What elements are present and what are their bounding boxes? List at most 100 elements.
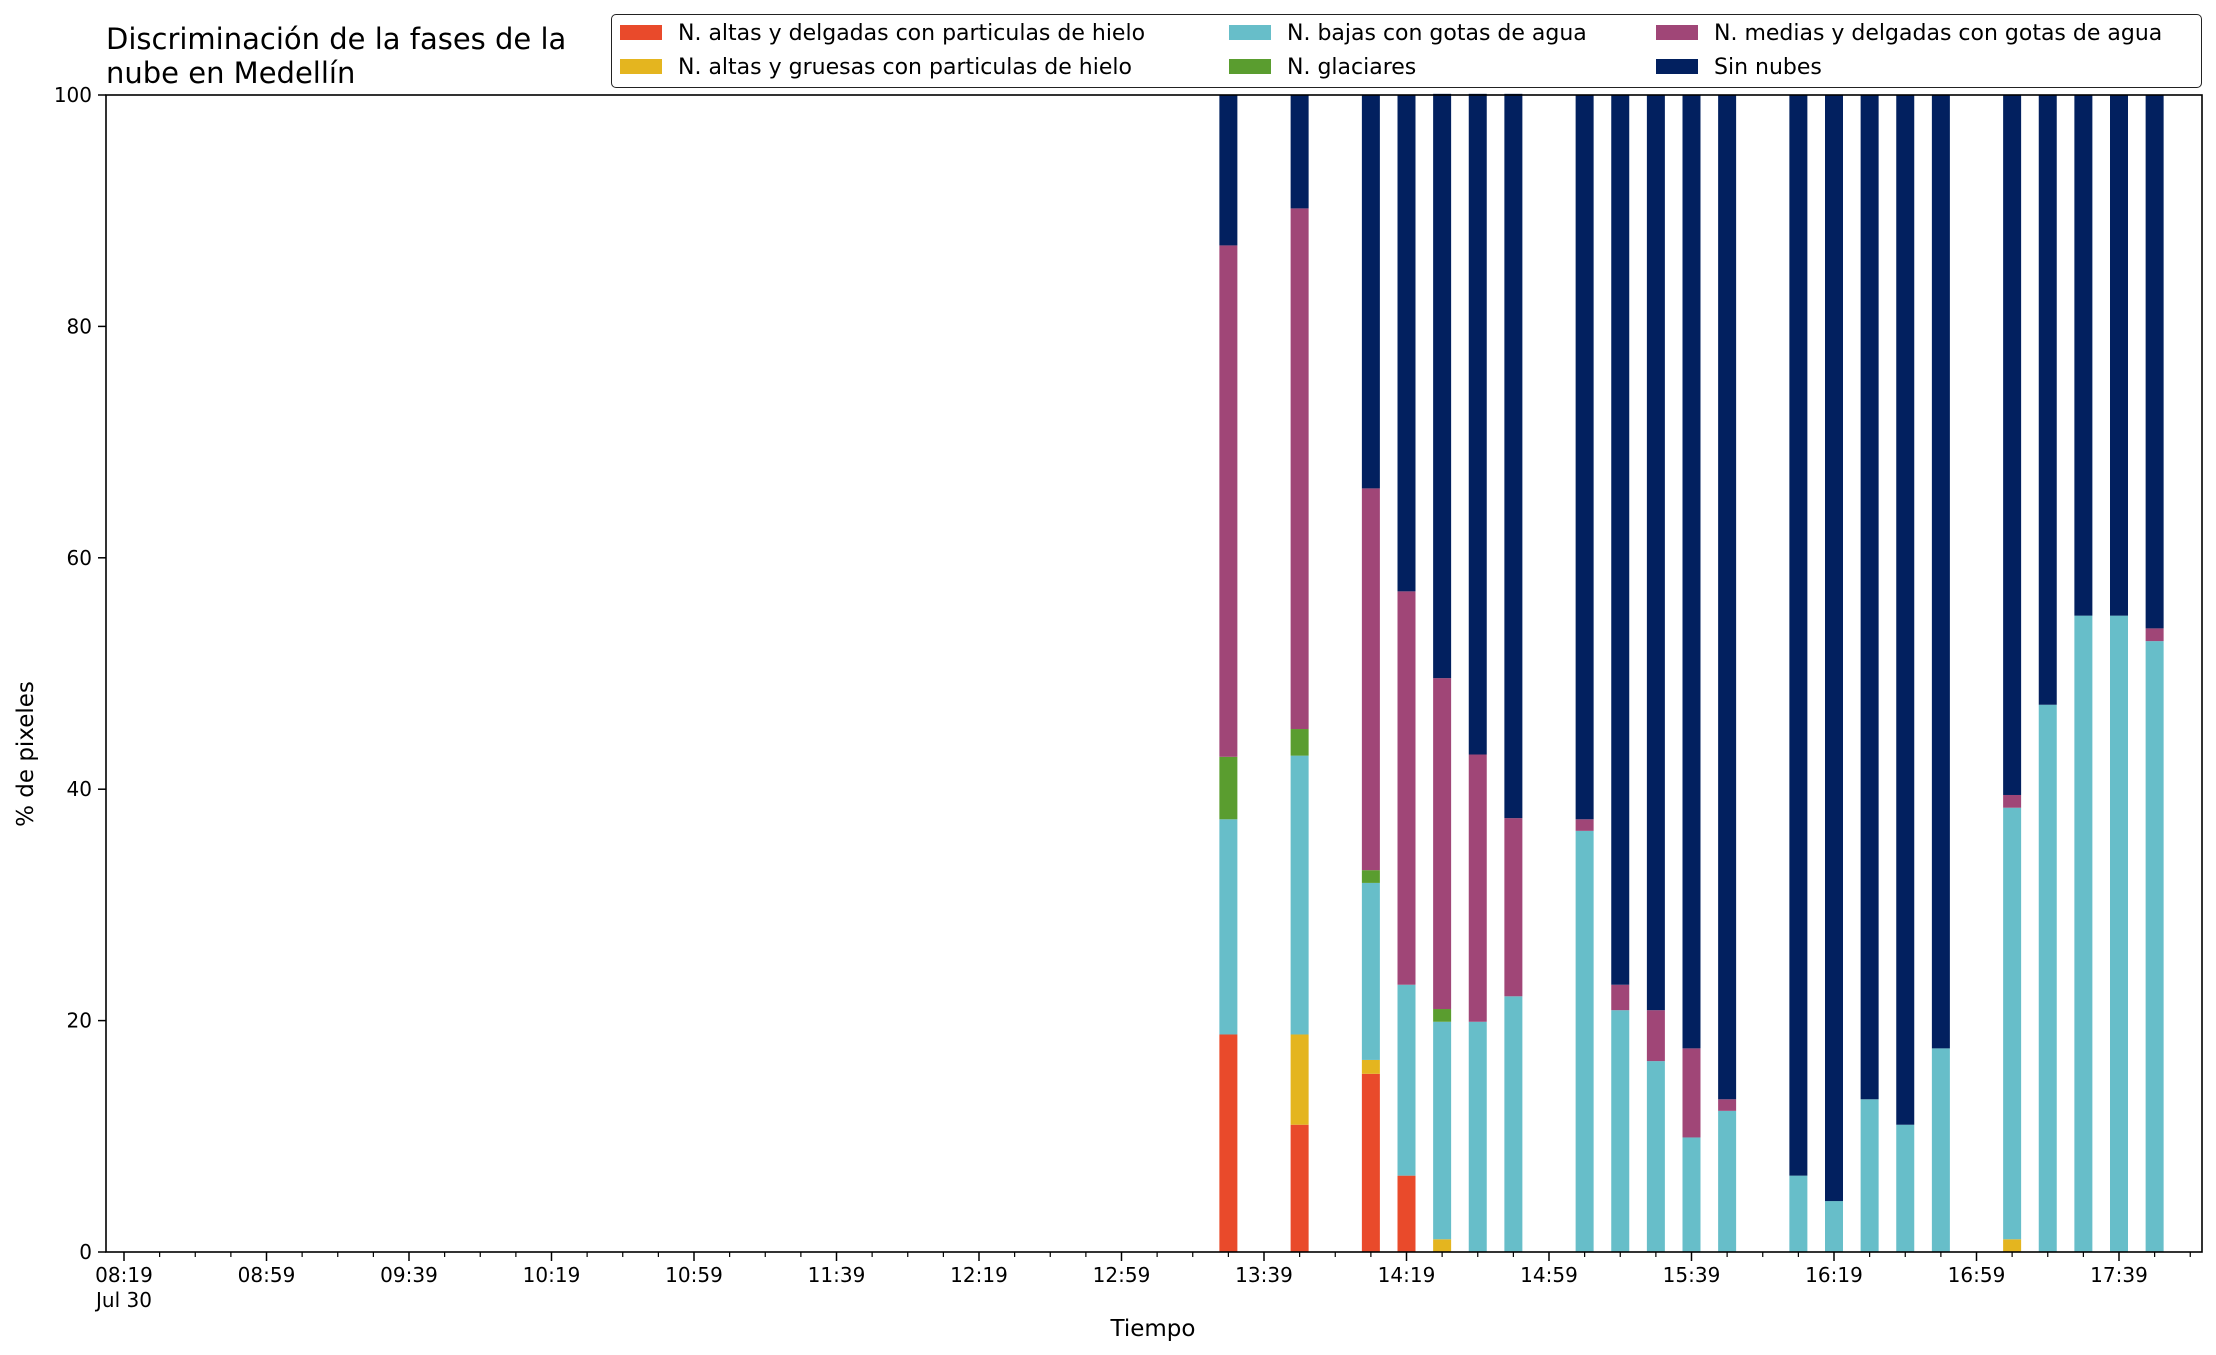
bar-segment xyxy=(1433,678,1452,1010)
bar-segment xyxy=(1789,95,1808,1176)
bar-segment xyxy=(1646,95,1665,1011)
x-tick-label: 17:39 xyxy=(2090,1263,2148,1287)
bar-segment xyxy=(1575,819,1594,831)
bar-segment xyxy=(1575,95,1594,820)
bar-segment xyxy=(1931,1048,1950,1252)
x-tick-label: 13:39 xyxy=(1235,1263,1293,1287)
bar-segment xyxy=(1504,93,1523,819)
bar-segment xyxy=(1361,870,1380,883)
x-tick-label: 08:59 xyxy=(238,1263,296,1287)
bar-segment xyxy=(1290,729,1309,756)
bar-segment xyxy=(1433,1239,1452,1252)
bar-segment xyxy=(1468,754,1487,1022)
legend-label: Sin nubes xyxy=(1714,55,1822,80)
bar-segment xyxy=(1611,95,1630,985)
bar-segment xyxy=(1718,95,1737,1100)
legend-swatch xyxy=(1656,58,1698,74)
bar-segment xyxy=(1433,1021,1452,1240)
x-tick-label: 08:19 xyxy=(95,1263,153,1287)
bar-segment xyxy=(1219,95,1238,246)
bar-segment xyxy=(1825,95,1843,1202)
legend-item-sin-nubes: Sin nubes xyxy=(1656,53,1822,83)
legend-swatch xyxy=(1229,24,1271,40)
x-tick-label: 14:19 xyxy=(1378,1263,1436,1287)
legend-item-altas-gruesas: N. altas y gruesas con particulas de hie… xyxy=(620,53,1132,83)
bar-segment xyxy=(1646,1061,1665,1252)
bar-segment xyxy=(1433,93,1452,679)
bar-segment xyxy=(2145,641,2164,1252)
bar-segment xyxy=(1860,95,1879,1100)
bar-segment xyxy=(1718,1110,1737,1252)
bar-segment xyxy=(1290,1034,1309,1125)
bar-segment xyxy=(1611,984,1630,1011)
bar-segment xyxy=(1789,1175,1808,1252)
x-tick-label: 15:39 xyxy=(1663,1263,1721,1287)
bar-segment xyxy=(1433,1009,1452,1022)
bar-segment xyxy=(1611,1010,1630,1252)
bars-layer xyxy=(1219,93,2164,1252)
bar-segment xyxy=(1575,830,1594,1252)
bar-segment xyxy=(1682,1048,1701,1138)
chart-title: Discriminación de la fases de la nube en… xyxy=(106,22,567,90)
x-tick-label: 16:59 xyxy=(1948,1263,2006,1287)
x-tick-label: 14:59 xyxy=(1520,1263,1578,1287)
legend-swatch xyxy=(1656,24,1698,40)
legend-label: N. altas y delgadas con particulas de hi… xyxy=(678,21,1146,46)
bar-segment xyxy=(1290,1124,1309,1252)
bar-segment xyxy=(2003,807,2022,1240)
bar-segment xyxy=(1361,882,1380,1060)
bar-segment xyxy=(1290,208,1309,730)
bar-segment xyxy=(2003,794,2022,808)
bar-segment xyxy=(1361,488,1380,871)
y-axis-label: % de pixeles xyxy=(13,681,39,827)
bar-segment xyxy=(1825,1201,1843,1252)
x-date-label: Jul 30 xyxy=(94,1288,152,1312)
bar-segment xyxy=(2110,615,2128,1252)
bar-segment xyxy=(1468,1021,1487,1252)
bar-segment xyxy=(2074,615,2093,1252)
legend-label: N. bajas con gotas de agua xyxy=(1287,21,1587,46)
bar-segment xyxy=(2074,95,2093,616)
legend-swatch xyxy=(1229,58,1271,74)
x-tick-label: 12:59 xyxy=(1093,1263,1151,1287)
bar-segment xyxy=(1504,818,1523,997)
y-tick-label: 0 xyxy=(79,1240,92,1264)
bar-segment xyxy=(1896,1124,1915,1252)
legend-label: N. altas y gruesas con particulas de hie… xyxy=(678,55,1132,80)
legend-item-bajas: N. bajas con gotas de agua xyxy=(1229,19,1587,49)
plot-frame xyxy=(105,94,2203,1253)
y-tick-label: 100 xyxy=(54,83,92,107)
bar-segment xyxy=(2145,95,2164,629)
y-tick-label: 60 xyxy=(67,546,92,570)
legend: N. altas y delgadas con particulas de hi… xyxy=(611,14,2202,88)
legend-item-medias: N. medias y delgadas con gotas de agua xyxy=(1656,19,2162,49)
x-tick-label: 10:19 xyxy=(523,1263,581,1287)
bar-segment xyxy=(1896,95,1915,1125)
y-tick-label: 80 xyxy=(67,314,92,338)
y-tick-label: 20 xyxy=(67,1009,92,1033)
legend-item-altas-delgadas: N. altas y delgadas con particulas de hi… xyxy=(620,19,1145,49)
bar-segment xyxy=(1219,819,1238,1035)
bar-segment xyxy=(1397,95,1416,592)
x-tick-label: 11:39 xyxy=(808,1263,866,1287)
bar-segment xyxy=(1931,95,1950,1049)
x-tick-label: 09:39 xyxy=(380,1263,438,1287)
x-axis-label: Tiempo xyxy=(1110,1316,1196,1342)
bar-segment xyxy=(1397,591,1416,985)
bar-segment xyxy=(2145,628,2164,642)
bar-segment xyxy=(1219,245,1238,757)
legend-item-glaciares: N. glaciares xyxy=(1229,53,1416,83)
bar-segment xyxy=(1646,1010,1665,1062)
legend-swatch xyxy=(620,58,662,74)
bar-segment xyxy=(1361,1059,1380,1074)
legend-swatch xyxy=(620,24,662,40)
bar-segment xyxy=(1718,1099,1737,1111)
y-tick-label: 40 xyxy=(67,777,92,801)
bar-segment xyxy=(1397,984,1416,1176)
bar-segment xyxy=(2003,1239,2022,1252)
bar-segment xyxy=(1290,95,1309,209)
bar-segment xyxy=(1860,1099,1879,1252)
bar-segment xyxy=(1682,95,1701,1049)
